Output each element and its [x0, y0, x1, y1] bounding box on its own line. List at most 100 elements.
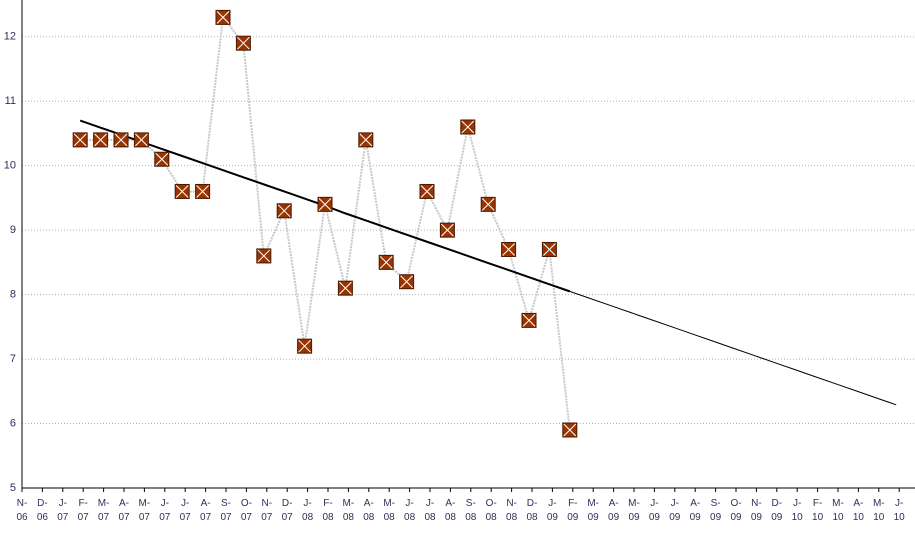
marker-cross: [441, 223, 454, 237]
x-tick-label: F- 08: [322, 498, 334, 523]
marker: [256, 248, 272, 264]
marker: [521, 312, 537, 328]
x-tick-label: J- 10: [791, 498, 803, 523]
marker: [235, 35, 251, 51]
marker: [439, 222, 455, 238]
y-tick-label: 11: [5, 95, 16, 107]
marker: [93, 132, 109, 148]
marker-cross: [420, 185, 434, 198]
x-tick-label: D- 09: [771, 498, 783, 523]
marker-cross: [277, 204, 291, 218]
marker-cross: [114, 133, 128, 147]
marker: [133, 132, 149, 148]
marker: [215, 9, 231, 25]
marker-cross: [522, 314, 536, 327]
data-line: [80, 14, 571, 431]
marker: [154, 151, 170, 167]
marker-cross: [563, 423, 577, 437]
y-tick-label: 8: [10, 289, 16, 301]
x-tick-label: S- 07: [220, 498, 232, 523]
x-tick-label: J- 07: [57, 498, 69, 523]
x-tick-label: N- 06: [16, 498, 28, 523]
marker-cross: [543, 243, 556, 256]
x-tick-label: D- 08: [526, 498, 538, 523]
x-tick-label: O- 09: [730, 498, 742, 523]
x-tick-label: M- 09: [628, 498, 640, 523]
x-tick-label: O- 08: [485, 498, 497, 523]
marker: [419, 183, 435, 199]
x-tick-label: J- 08: [404, 498, 416, 523]
marker-cross: [155, 152, 169, 166]
marker: [297, 338, 313, 354]
marker: [460, 119, 476, 135]
marker: [276, 203, 292, 219]
x-tick-label: A- 09: [608, 498, 620, 523]
marker-cross: [502, 243, 515, 256]
x-tick-label: M- 10: [832, 498, 844, 523]
x-tick-label: J- 07: [179, 498, 191, 523]
x-tick-label: S- 09: [710, 498, 722, 523]
x-tick-label: S- 08: [465, 498, 477, 523]
y-tick-label: 12: [4, 31, 16, 43]
marker-cross: [481, 198, 495, 211]
x-tick-label: F- 10: [812, 498, 824, 523]
x-tick-label: N- 08: [506, 498, 518, 523]
marker-cross: [73, 133, 87, 147]
x-tick-label: J- 09: [546, 498, 558, 523]
marker-cross: [461, 120, 475, 134]
y-tick-label: 6: [10, 417, 16, 429]
x-tick-label: M- 08: [342, 498, 355, 523]
marker: [378, 254, 394, 270]
y-tick-label: 10: [4, 160, 16, 172]
x-tick-label: J- 09: [648, 498, 660, 523]
x-tick-label: O- 07: [240, 498, 252, 523]
marker-cross: [175, 185, 189, 198]
marker-cross: [196, 185, 209, 198]
x-tick-label: N- 07: [261, 498, 273, 523]
marker: [113, 132, 129, 148]
x-tick-label: J- 09: [669, 498, 681, 523]
marker-cross: [400, 275, 413, 289]
marker: [72, 132, 88, 148]
marker: [501, 241, 517, 257]
marker: [174, 183, 190, 199]
x-tick-label: A- 08: [363, 498, 375, 523]
marker: [337, 280, 353, 296]
x-tick-label: A- 09: [689, 498, 701, 523]
x-tick-label: A- 10: [852, 498, 864, 523]
x-tick-label: J- 10: [893, 498, 905, 523]
x-tick-label: D- 06: [36, 498, 48, 523]
marker: [317, 196, 333, 212]
marker-cross: [257, 249, 271, 263]
x-tick-label: M- 10: [872, 498, 885, 523]
x-tick-label: M- 07: [97, 498, 110, 523]
x-tick-label: A- 07: [118, 498, 130, 523]
x-tick-label: D- 07: [281, 498, 293, 523]
x-tick-label: F- 09: [567, 498, 579, 523]
x-tick-label: J- 08: [302, 498, 314, 523]
marker-cross: [379, 256, 393, 269]
x-tick-label: M- 08: [383, 498, 396, 523]
marker-cross: [359, 133, 373, 147]
marker: [358, 132, 374, 148]
y-tick-label: 5: [10, 482, 16, 494]
x-tick-label: N- 09: [750, 498, 762, 523]
marker: [195, 183, 211, 199]
marker: [480, 196, 496, 212]
y-tick-label: 9: [10, 224, 16, 236]
marker-cross: [339, 281, 352, 295]
x-tick-label: J- 07: [159, 498, 171, 523]
marker-cross: [237, 36, 250, 50]
x-tick-label: J- 08: [424, 498, 436, 523]
marker: [541, 241, 557, 257]
y-tick-label: 7: [10, 353, 16, 365]
marker-cross: [216, 11, 230, 24]
marker-cross: [298, 339, 311, 353]
x-tick-label: M- 09: [587, 498, 600, 523]
trend-line: [569, 290, 897, 406]
x-tick-label: A- 07: [200, 498, 212, 523]
x-tick-label: M- 07: [138, 498, 151, 523]
marker: [399, 274, 415, 290]
